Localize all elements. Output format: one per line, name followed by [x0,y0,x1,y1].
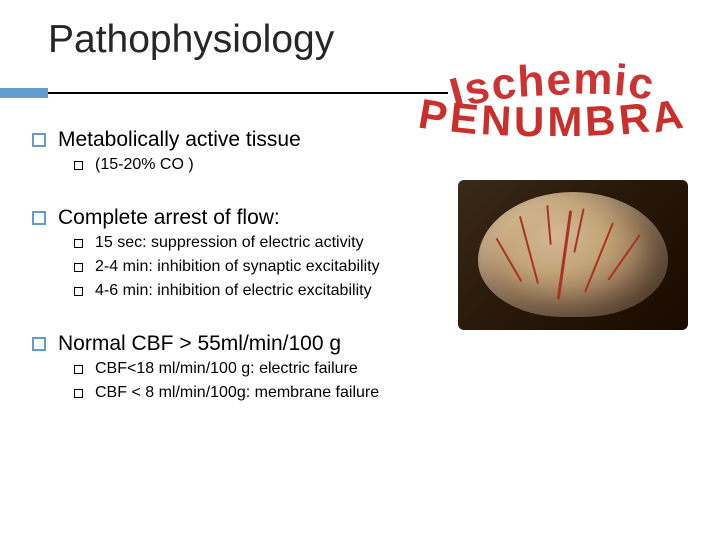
slide-title: Pathophysiology [48,18,334,62]
bullet-text: Complete arrest of flow: [58,206,280,230]
wordart-ischemic-penumbra: Ischemic PENUMBRA [402,50,702,148]
list-item: CBF<18 ml/min/100 g: electric failure [74,360,392,378]
bullet-marker [32,337,46,351]
bullet-text: 2-4 min: inhibition of synaptic excitabi… [95,258,380,276]
bullet-text: (15-20% CO ) [95,156,194,174]
list-item: 15 sec: suppression of electric activity [74,234,392,252]
wordart-line2: PENUMBRA [402,98,702,146]
bullet-marker [74,161,83,170]
bullet-text: 15 sec: suppression of electric activity [95,234,364,252]
brain-image [458,180,688,330]
bullet-marker [74,365,83,374]
title-underline [48,92,448,94]
list-item: Metabolically active tissue [32,128,392,152]
bullet-marker [32,211,46,225]
list-item: 4-6 min: inhibition of electric excitabi… [74,282,392,300]
bullet-marker [32,133,46,147]
bullet-marker [74,239,83,248]
list-item: Complete arrest of flow: [32,206,392,230]
bullet-marker [74,389,83,398]
list-item: (15-20% CO ) [74,156,392,174]
bullet-marker [74,263,83,272]
content-area: Metabolically active tissue (15-20% CO )… [32,128,392,408]
list-item: 2-4 min: inhibition of synaptic excitabi… [74,258,392,276]
list-item: CBF < 8 ml/min/100g: membrane failure [74,384,392,402]
bullet-text: Metabolically active tissue [58,128,301,152]
accent-bar [0,88,48,98]
bullet-text: 4-6 min: inhibition of electric excitabi… [95,282,372,300]
bullet-text: CBF < 8 ml/min/100g: membrane failure [95,384,379,402]
bullet-text: CBF<18 ml/min/100 g: electric failure [95,360,358,378]
list-item: Normal CBF > 55ml/min/100 g [32,332,392,356]
bullet-marker [74,287,83,296]
bullet-text: Normal CBF > 55ml/min/100 g [58,332,341,356]
